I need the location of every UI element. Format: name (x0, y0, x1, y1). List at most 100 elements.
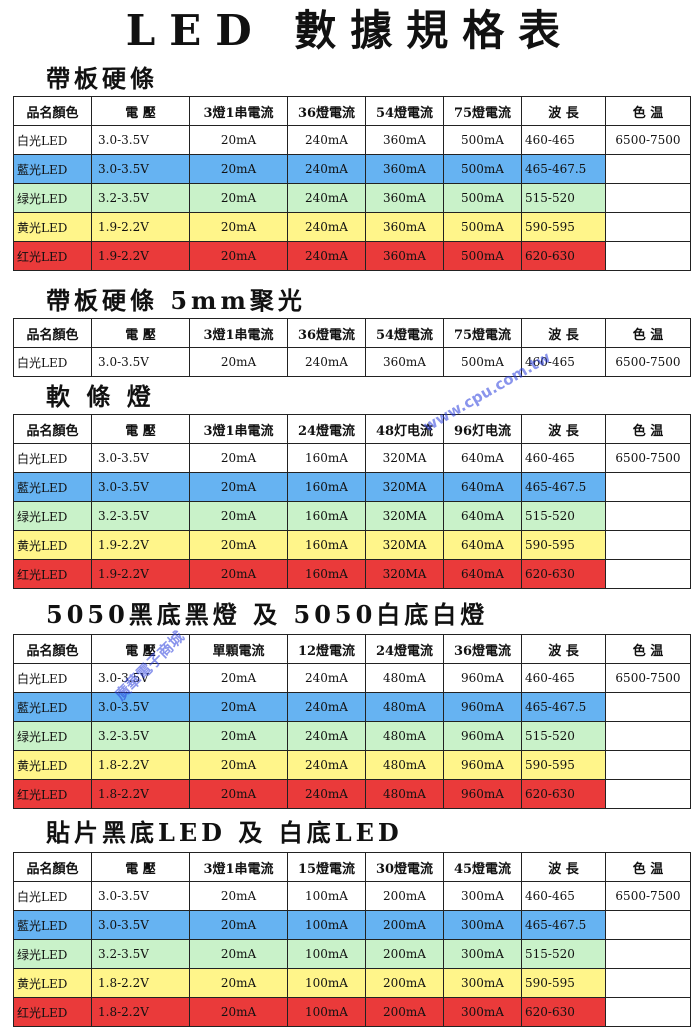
column-header: 電 壓 (91, 634, 190, 664)
voltage-cell: 3.0-3.5V (91, 910, 190, 940)
current-cell: 160mA (287, 530, 366, 560)
voltage-cell: 3.0-3.5V (91, 692, 190, 722)
wavelength-cell: 465-467.5 (521, 472, 606, 502)
current-cell: 100mA (287, 968, 366, 998)
column-header: 54燈電流 (365, 96, 444, 126)
led-color-cell: 白光LED (13, 125, 92, 155)
color-temp-cell (605, 530, 691, 560)
current-cell: 240mA (287, 125, 366, 155)
current-cell: 640mA (443, 559, 522, 589)
current-cell: 200mA (365, 910, 444, 940)
current-cell: 100mA (287, 997, 366, 1027)
column-header: 電 壓 (91, 318, 190, 348)
current-cell: 960mA (443, 750, 522, 780)
current-cell: 240mA (287, 347, 366, 377)
wavelength-cell: 620-630 (521, 241, 606, 271)
current-cell: 360mA (365, 125, 444, 155)
voltage-cell: 3.2-3.5V (91, 939, 190, 969)
column-header: 品名顏色 (13, 414, 92, 444)
voltage-cell: 1.9-2.2V (91, 212, 190, 242)
column-header: 36燈電流 (287, 318, 366, 348)
wavelength-cell: 590-595 (521, 968, 606, 998)
current-cell: 20mA (189, 997, 288, 1027)
column-header: 色 温 (605, 852, 691, 882)
table-row: 藍光LED 3.0-3.5V 20mA 240mA 360mA 500mA 465-467.… (13, 154, 691, 184)
current-cell: 300mA (443, 910, 522, 940)
current-cell: 20mA (189, 530, 288, 560)
led-color-cell: 黄光LED (13, 750, 92, 780)
column-header: 單顆電流 (189, 634, 288, 664)
current-cell: 20mA (189, 183, 288, 213)
current-cell: 100mA (287, 881, 366, 911)
table-row: 黄光LED 1.8-2.2V 20mA 100mA 200mA 300mA 590-595 (13, 968, 691, 998)
color-temp-cell (605, 939, 691, 969)
wavelength-cell: 620-630 (521, 997, 606, 1027)
led-color-cell: 藍光LED (13, 910, 92, 940)
column-header: 24燈電流 (287, 414, 366, 444)
led-color-cell: 藍光LED (13, 692, 92, 722)
current-cell: 20mA (189, 721, 288, 751)
column-header: 電 壓 (91, 414, 190, 444)
voltage-cell: 3.2-3.5V (91, 183, 190, 213)
voltage-cell: 1.8-2.2V (91, 968, 190, 998)
column-header: 75燈電流 (443, 318, 522, 348)
color-temp-cell (605, 750, 691, 780)
color-temp-cell: 6500-7500 (605, 881, 691, 911)
column-header: 3燈1串電流 (189, 852, 288, 882)
current-cell: 20mA (189, 347, 288, 377)
current-cell: 160mA (287, 472, 366, 502)
current-cell: 480mA (365, 721, 444, 751)
current-cell: 320MA (365, 443, 444, 473)
column-header: 24燈電流 (365, 634, 444, 664)
color-temp-cell (605, 183, 691, 213)
column-header: 3燈1串電流 (189, 318, 288, 348)
current-cell: 300mA (443, 881, 522, 911)
led-color-cell: 绿光LED (13, 501, 92, 531)
table-row: 白光LED 3.0-3.5V 20mA 160mA 320MA 640mA 460-465 6… (13, 443, 691, 473)
voltage-cell: 3.0-3.5V (91, 443, 190, 473)
current-cell: 300mA (443, 968, 522, 998)
page-title: LED 數據規格表 (125, 6, 575, 55)
color-temp-cell (605, 501, 691, 531)
current-cell: 640mA (443, 530, 522, 560)
column-header: 波 長 (521, 634, 606, 664)
led-color-cell: 红光LED (13, 559, 92, 589)
column-header: 3燈1串電流 (189, 96, 288, 126)
current-cell: 20mA (189, 559, 288, 589)
voltage-cell: 1.9-2.2V (91, 530, 190, 560)
led-color-cell: 红光LED (13, 241, 92, 271)
column-header: 54燈電流 (365, 318, 444, 348)
current-cell: 160mA (287, 559, 366, 589)
current-cell: 960mA (443, 721, 522, 751)
column-header: 電 壓 (91, 96, 190, 126)
column-header: 品名顏色 (13, 852, 92, 882)
voltage-cell: 1.8-2.2V (91, 779, 190, 809)
wavelength-cell: 590-595 (521, 750, 606, 780)
section-title: 軟 條 燈 (46, 382, 155, 411)
color-temp-cell (605, 154, 691, 184)
table-row: 黄光LED 1.8-2.2V 20mA 240mA 480mA 960mA 590-595 (13, 750, 691, 780)
current-cell: 640mA (443, 443, 522, 473)
color-temp-cell (605, 910, 691, 940)
table-header-row: 品名顏色電 壓 3燈1串電流 24燈電流 48灯电流 96灯电流波 長色 温 (13, 414, 691, 444)
current-cell: 320MA (365, 530, 444, 560)
voltage-cell: 3.0-3.5V (91, 472, 190, 502)
current-cell: 100mA (287, 910, 366, 940)
column-header: 色 温 (605, 96, 691, 126)
table-row: 绿光LED 3.2-3.5V 20mA 160mA 320MA 640mA 515-520 (13, 501, 691, 531)
current-cell: 240mA (287, 183, 366, 213)
table-row: 白光LED 3.0-3.5V 20mA 100mA 200mA 300mA 460-465 6… (13, 881, 691, 911)
led-color-cell: 黄光LED (13, 530, 92, 560)
current-cell: 480mA (365, 663, 444, 693)
current-cell: 500mA (443, 125, 522, 155)
section-title: 帶板硬條 5mm聚光 (46, 286, 306, 315)
color-temp-cell: 6500-7500 (605, 125, 691, 155)
spec-table: 品名顏色電 壓 3燈1串電流 36燈電流 54燈電流 75燈電流波 長色 温白光LED 3… (13, 318, 691, 377)
table-row: 白光LED 3.0-3.5V 20mA 240mA 480mA 960mA 460-465 6… (13, 663, 691, 693)
color-temp-cell (605, 779, 691, 809)
table-row: 红光LED 1.9-2.2V 20mA 240mA 360mA 500mA 620-630 (13, 241, 691, 271)
column-header: 36燈電流 (443, 634, 522, 664)
current-cell: 20mA (189, 779, 288, 809)
current-cell: 20mA (189, 910, 288, 940)
led-color-cell: 藍光LED (13, 472, 92, 502)
